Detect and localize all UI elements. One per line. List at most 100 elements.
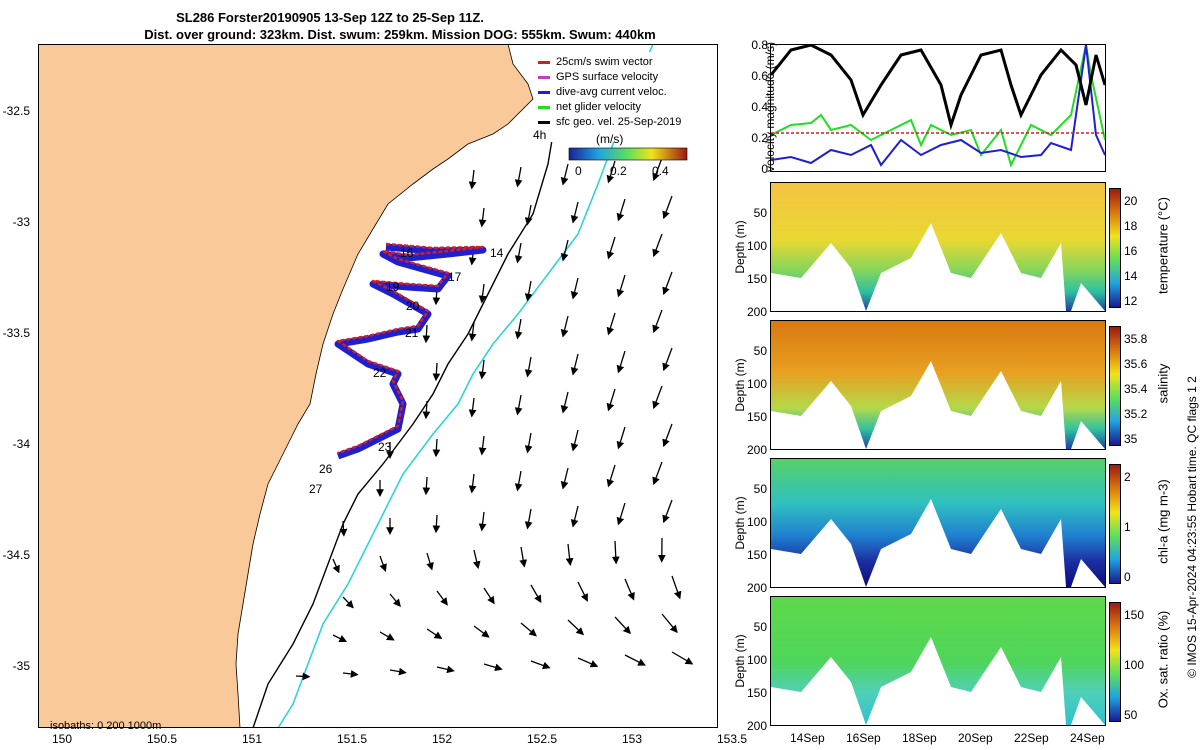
velocity-arrow	[520, 622, 537, 637]
map-svg	[38, 44, 718, 728]
colorbar-tick: 0	[1124, 570, 1131, 584]
legend-label: dive-avg current veloc.	[556, 86, 667, 98]
velocity-arrow	[560, 467, 569, 490]
velocity-arrow	[432, 438, 441, 458]
depth-ytick: 50	[753, 620, 767, 634]
lon-tick-label: 150.5	[147, 732, 178, 746]
velocity-arrow	[342, 596, 354, 609]
speed-colorbar-tick: 0.2	[610, 164, 627, 178]
map-panel: 25cm/s swim vector GPS surface velocity di…	[38, 44, 718, 728]
colorbar-tick: 1	[1124, 520, 1131, 534]
map-frame	[38, 44, 718, 728]
legend-label: 25cm/s swim vector	[556, 56, 653, 68]
velocity-arrow	[565, 543, 574, 567]
glider-track	[334, 242, 487, 460]
lat-tick-label: -33	[12, 215, 30, 229]
chla-bathymetry-mask	[771, 499, 1105, 587]
velocity-ytick: 0.6	[751, 69, 768, 83]
velocity-arrow	[483, 587, 495, 605]
velocity-arrow	[606, 312, 616, 336]
velocity-arrow	[606, 464, 616, 488]
salinity-bathymetry-mask	[771, 361, 1105, 449]
legend-box	[534, 52, 712, 142]
velocity-arrow	[560, 239, 569, 262]
velocity-magnitude-panel	[770, 44, 1106, 172]
velocity-arrow	[616, 426, 626, 450]
velocity-arrow	[468, 321, 477, 342]
legend-swatch	[538, 105, 550, 109]
velocity-arrow	[614, 616, 631, 635]
velocity-arrow	[662, 195, 673, 220]
velocity-arrow	[567, 619, 585, 636]
velocity-arrow	[332, 634, 348, 643]
velocity-arrow	[606, 388, 616, 412]
legend-swatch	[538, 90, 550, 94]
speed-colorbar-tick: 0	[575, 164, 582, 178]
velocity-arrow	[577, 657, 599, 668]
track-day-label: 23	[378, 440, 392, 454]
lat-tick-label: -33.5	[2, 326, 30, 340]
colorbar-tick: 100	[1124, 658, 1145, 672]
track-day-label: 26	[319, 462, 333, 476]
colorbar-tick: 35	[1124, 432, 1138, 446]
velocity-arrow	[652, 309, 663, 334]
track-day-label: 27	[309, 482, 323, 496]
velocity-arrow	[468, 473, 477, 494]
track-day-label: 21	[405, 326, 419, 340]
velocity-ytick: 0	[761, 162, 768, 176]
velocity-arrow	[560, 391, 569, 414]
velocity-arrow	[468, 397, 477, 418]
chla-colorbar	[1109, 464, 1121, 584]
velocity-arrow	[530, 660, 551, 670]
velocity-arrow	[671, 575, 682, 600]
velocity-arrow	[514, 166, 523, 188]
figure-title-line2: Dist. over ground: 323km. Dist. swum: 25…	[144, 27, 656, 42]
time-tick-label: 18Sep	[902, 731, 937, 745]
temperature-bathymetry-mask	[771, 223, 1105, 311]
velocity-arrow	[661, 613, 678, 634]
colorbar-tick: 2	[1124, 470, 1131, 484]
velocity-arrow	[662, 271, 673, 296]
velocity-arrow	[389, 667, 407, 676]
velocity-arrow	[422, 400, 431, 420]
depth-ytick: 150	[746, 686, 767, 700]
depth-ytick: 100	[746, 239, 767, 253]
speed-colorbar-tick: 0.4	[652, 164, 669, 178]
oxygen-bathymetry-mask	[771, 637, 1105, 725]
velocity-arrow	[472, 549, 481, 570]
velocity-arrow	[662, 347, 673, 372]
velocity-arrow	[662, 499, 673, 524]
velocity-arrow	[524, 204, 533, 226]
lat-tick-label: -34	[12, 437, 30, 451]
velocity-arrow	[524, 508, 533, 530]
velocity-arrow	[524, 280, 533, 302]
velocity-arrow	[570, 277, 579, 300]
temperature-colorbar	[1109, 188, 1121, 308]
speed-colorbar-unit: (m/s)	[596, 132, 624, 146]
legend-swatch	[538, 75, 550, 79]
oxygen-colorbar	[1109, 602, 1121, 722]
velocity-arrow	[524, 432, 533, 454]
velocity-arrow	[483, 663, 503, 672]
velocity-arrow	[339, 520, 348, 537]
velocity-arrow	[514, 318, 523, 340]
velocity-ytick: 0.2	[751, 131, 768, 145]
depth-ytick: 100	[746, 515, 767, 529]
colorbar-tick: 150	[1124, 608, 1145, 622]
velocity-arrow	[671, 651, 694, 665]
isobaths-label: isobaths: 0 200 1000m	[50, 720, 162, 732]
velocity-arrow	[606, 160, 616, 184]
time-tick-label: 16Sep	[846, 731, 881, 745]
legend-swatch	[538, 60, 550, 64]
lat-tick-label: -35	[12, 659, 30, 673]
velocity-arrow	[432, 514, 441, 534]
legend-label: net glider velocity	[556, 101, 641, 113]
land-mass	[38, 44, 534, 728]
velocity-arrow	[652, 461, 663, 486]
velocity-arrow	[560, 163, 569, 186]
depth-ytick: 150	[746, 272, 767, 286]
depth-ytick: 150	[746, 410, 767, 424]
legend-entry: 25cm/s swim vector	[538, 56, 653, 68]
depth-ytick: 100	[746, 653, 767, 667]
track-day-label: 22	[373, 366, 387, 380]
